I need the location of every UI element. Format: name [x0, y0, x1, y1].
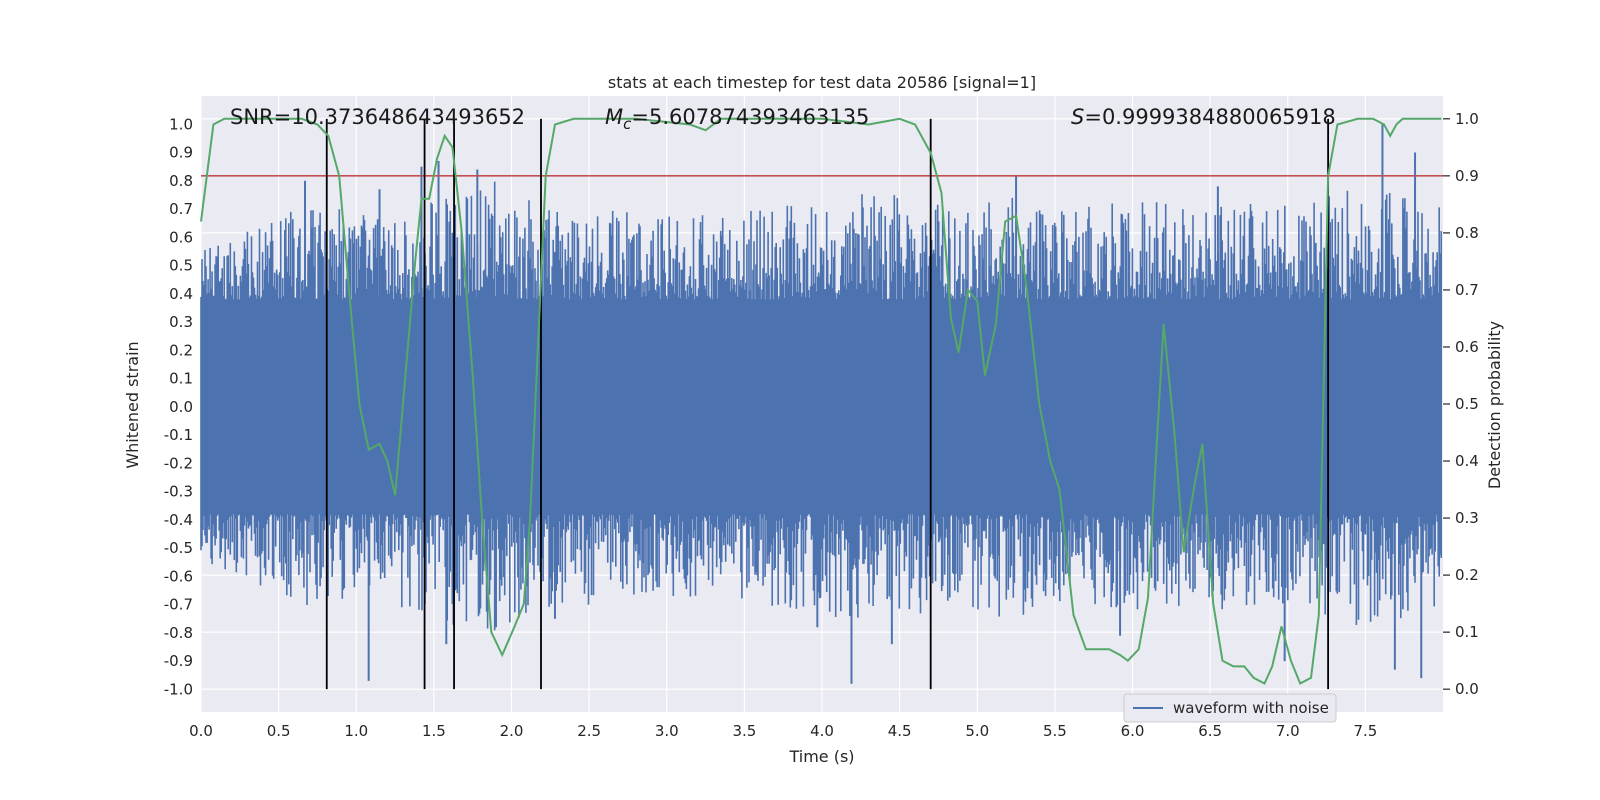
- x-tick-label: 4.5: [888, 722, 912, 740]
- y-right-tick-label: 0.3: [1455, 509, 1479, 527]
- y-right-tick-label: 0.9: [1455, 167, 1479, 185]
- y-tick-label: 0.4: [169, 285, 193, 303]
- waveform-spikes: [304, 124, 1423, 684]
- snr-annotation: SNR=10.373648643493652: [230, 105, 525, 129]
- y-right-tick-label: 1.0: [1455, 110, 1479, 128]
- legend-label: waveform with noise: [1173, 699, 1329, 717]
- x-axis-label: Time (s): [788, 747, 854, 766]
- y-tick-label: 0.3: [169, 313, 193, 331]
- x-tick-label: 2.5: [577, 722, 601, 740]
- probability-series: [200, 117, 1442, 685]
- y-tick-label: -0.2: [164, 454, 193, 472]
- y-tick-label: -0.5: [164, 539, 193, 557]
- y-tick-label: 0.2: [169, 341, 193, 359]
- y-tick-label: -0.3: [164, 483, 193, 501]
- y-tick-label: -0.9: [164, 652, 193, 670]
- y-right-tick-label: 0.5: [1455, 395, 1479, 413]
- y-tick-label: -0.7: [164, 596, 193, 614]
- x-tick-label: 5.0: [965, 722, 989, 740]
- x-tick-label: 6.5: [1198, 722, 1222, 740]
- y-tick-label: 1.0: [169, 115, 193, 133]
- y-right-tick-label: 0.6: [1455, 338, 1479, 356]
- legend: waveform with noise: [1123, 693, 1337, 723]
- y-axis-right-label: Detection probability: [1485, 321, 1504, 489]
- x-tick-label: 6.0: [1121, 722, 1145, 740]
- y-right-tick-label: 0.1: [1455, 623, 1479, 641]
- x-tick-label: 5.5: [1043, 722, 1067, 740]
- y-right-tick-label: 0.0: [1455, 680, 1479, 698]
- y-tick-label: -0.1: [164, 426, 193, 444]
- x-tick-label: 7.0: [1276, 722, 1300, 740]
- x-tick-label: 3.5: [732, 722, 756, 740]
- x-tick-label: 0.5: [267, 722, 291, 740]
- s-annotation: S=0.9999384880065918: [1071, 105, 1336, 129]
- x-tick-label: 3.0: [655, 722, 679, 740]
- y-tick-label: 0.9: [169, 144, 193, 162]
- y-tick-label: 0.8: [169, 172, 193, 190]
- probability-line: [200, 117, 1442, 685]
- x-tick-label: 1.0: [344, 722, 368, 740]
- x-tick-label: 2.0: [500, 722, 524, 740]
- x-tick-label: 1.5: [422, 722, 446, 740]
- y-right-tick-label: 0.2: [1455, 566, 1479, 584]
- y-tick-label: -0.8: [164, 624, 193, 642]
- y-right-tick-label: 0.8: [1455, 224, 1479, 242]
- x-tick-label: 7.5: [1353, 722, 1377, 740]
- y-tick-label: 0.6: [169, 228, 193, 246]
- y-tick-label: -0.4: [164, 511, 193, 529]
- y-tick-label: 0.0: [169, 398, 193, 416]
- y-right-tick-label: 0.7: [1455, 281, 1479, 299]
- y-tick-label: -0.6: [164, 567, 193, 585]
- legend-box: [1123, 693, 1337, 723]
- x-tick-label: 4.0: [810, 722, 834, 740]
- y-tick-label: 0.1: [169, 370, 193, 388]
- axis-ticks: 0.0 0.5 1.0 1.5 2.0 2.5 3.0 3.5 4.0 4.5 5.0 5.5 6.0 6…: [164, 110, 1479, 740]
- y-tick-label: 0.7: [169, 200, 193, 218]
- y-tick-label: 0.5: [169, 257, 193, 275]
- y-tick-label: -1.0: [164, 680, 193, 698]
- y-right-tick-label: 0.4: [1455, 452, 1479, 470]
- x-tick-label: 0.0: [189, 722, 213, 740]
- chirp-mass-annotation: Mc=5.607874393463135: [605, 105, 869, 133]
- y-axis-label: Whitened strain: [123, 341, 142, 468]
- chart-title: stats at each timestep for test data 205…: [608, 73, 1036, 92]
- waveform-series: [200, 181, 1442, 631]
